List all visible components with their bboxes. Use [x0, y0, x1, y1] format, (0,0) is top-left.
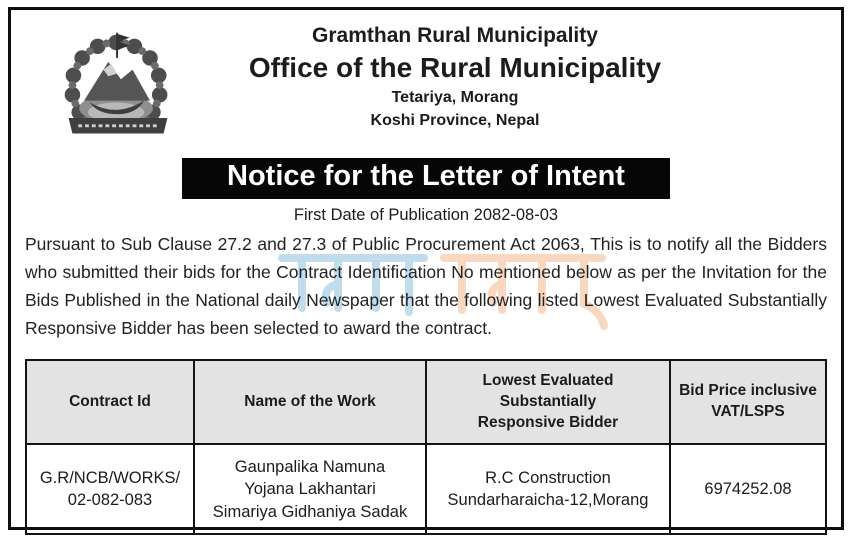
address-line-2: Koshi Province, Nepal	[370, 112, 540, 130]
publication-date-line: First Date of Publication 2082-08-03	[293, 205, 559, 224]
letterhead-titles: Gramthan Rural Municipality Office of th…	[25, 24, 827, 131]
cell-bid-price: 6974252.08	[669, 443, 827, 536]
notice-body-paragraph: Pursuant to Sub Clause 27.2 and 27.3 of …	[25, 233, 827, 338]
notice-title-banner: Notice for the Letter of Intent	[182, 158, 670, 199]
document-border-frame: Gramthan Rural Municipality Office of th…	[8, 7, 844, 536]
header-responsive-bidder: Lowest Evaluated Substantially Responsiv…	[425, 359, 671, 446]
letterhead: Gramthan Rural Municipality Office of th…	[25, 24, 827, 152]
cell-work-name: Gaunpalika Namuna Yojana Lakhantari Sima…	[193, 443, 427, 536]
header-contract-id: Contract Id	[25, 359, 195, 446]
organization-name: Gramthan Rural Municipality	[312, 24, 598, 47]
header-work-name: Name of the Work	[193, 359, 427, 446]
header-bid-price: Bid Price inclusive VAT/LSPS	[669, 359, 827, 446]
table-row: G.R/NCB/WORKS/ 02-082-083 Gaunpalika Nam…	[25, 443, 827, 536]
cell-contract-id: G.R/NCB/WORKS/ 02-082-083	[25, 443, 195, 536]
office-name: Office of the Rural Municipality	[248, 52, 662, 84]
municipality-emblem-logo	[64, 32, 168, 134]
cell-responsive-bidder: R.C Construction Sundarharaicha-12,Moran…	[425, 443, 671, 536]
bid-award-table: Contract Id Name of the Work Lowest Eval…	[25, 359, 827, 536]
table-header-row: Contract Id Name of the Work Lowest Eval…	[25, 359, 827, 446]
address-line-1: Tetariya, Morang	[391, 89, 519, 107]
